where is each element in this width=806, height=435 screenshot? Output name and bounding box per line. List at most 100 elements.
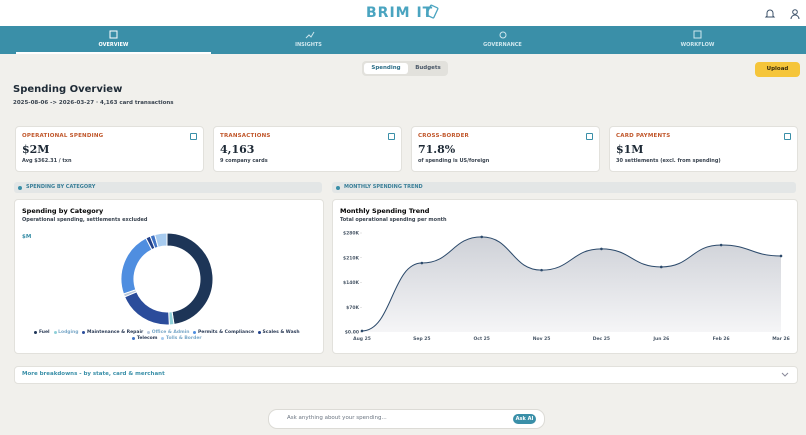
legend-swatch <box>132 337 136 340</box>
kpi-value: $1M <box>616 143 644 156</box>
kpi-value: 71.8% <box>418 143 456 156</box>
section-header: SPENDING BY CATEGORY <box>14 182 322 193</box>
kpi-icon <box>388 133 395 140</box>
more-breakdowns-label: More breakdowns - by state, card & merch… <box>22 371 165 377</box>
kpi-value: $2M <box>22 143 50 156</box>
donut-slice <box>166 232 214 326</box>
tab-icons <box>109 30 702 39</box>
unit-label: $M <box>22 234 31 240</box>
legend-label: Telecom <box>136 336 158 341</box>
page-title: Spending Overview <box>13 84 123 95</box>
chart-title: Monthly Spending Trend <box>340 207 430 215</box>
y-tick-label: $70K <box>346 305 359 311</box>
legend-item: Telecom <box>132 336 157 341</box>
legend-item: Permits & Compliance <box>193 330 254 335</box>
legend: Fuel Lodging Maintenance & Repair Office & … <box>30 330 304 341</box>
nav-tab[interactable]: OVERVIEW <box>98 42 129 48</box>
legend-item: Lodging <box>53 330 79 335</box>
point <box>719 243 723 247</box>
legend-item: Maintenance & Repair <box>82 330 143 335</box>
ask-bar[interactable]: Ask anything about your spending... Ask … <box>268 409 545 429</box>
y-tick-label: $0.00 <box>345 330 359 336</box>
upload-button[interactable]: Upload <box>755 62 800 77</box>
kpi-label: CARD PAYMENTS <box>616 133 671 139</box>
x-tick-label: Mar 26 <box>772 336 790 342</box>
ask-placeholder: Ask anything about your spending... <box>287 415 387 421</box>
kpi-sub: Avg $362.31 / txn <box>22 158 72 164</box>
x-tick-label: Sep 25 <box>413 336 430 342</box>
kpi-icon <box>784 133 791 140</box>
area <box>362 236 781 332</box>
nav-bar <box>0 26 806 54</box>
point <box>540 268 543 272</box>
legend-swatch <box>82 331 86 334</box>
legend-label: Permits & Compliance <box>197 330 255 335</box>
legend-item: Fuel <box>34 330 50 335</box>
kpi-card: CARD PAYMENTS $1M 30 settlements (excl. fr… <box>609 126 798 172</box>
legend-item: Scales & Wash <box>258 330 300 335</box>
kpi-icon <box>190 133 197 140</box>
x-tick-label: Aug 25 <box>353 336 371 342</box>
legend-label: Fuel <box>38 330 50 335</box>
point <box>480 235 484 239</box>
kpi-icon <box>586 133 593 140</box>
legend-item: Office & Admin <box>147 330 189 335</box>
toggle-option[interactable]: Budgets <box>415 65 441 71</box>
legend-label: Scales & Wash <box>262 330 300 335</box>
point <box>779 254 783 258</box>
nav-tab[interactable]: INSIGHTS <box>295 42 322 48</box>
kpi-value: 4,163 <box>220 143 255 156</box>
category-card <box>14 199 324 354</box>
kpi-card: TRANSACTIONS 4,163 9 company cards <box>213 126 402 172</box>
chart-subtitle: Operational spending, settlements exclud… <box>22 217 148 223</box>
legend-label: Maintenance & Repair <box>86 330 144 335</box>
more-breakdowns[interactable]: More breakdowns - by state, card & merch… <box>14 366 798 384</box>
active-tab-indicator <box>16 52 211 54</box>
legend-swatch <box>161 337 165 340</box>
y-tick-label: $140K <box>343 280 360 286</box>
kpi-card: OPERATIONAL SPENDING $2M Avg $362.31 / txn <box>15 126 204 172</box>
point <box>600 247 603 251</box>
x-tick-label: Oct 25 <box>473 336 489 342</box>
bell-icon[interactable] <box>764 8 776 20</box>
user-icon[interactable] <box>789 8 801 20</box>
kpi-sub: of spending is US/foreign <box>418 158 490 164</box>
donut-slice <box>123 291 170 326</box>
kpi-sub: 30 settlements (excl. from spending) <box>616 158 721 164</box>
logo: BRIM IT <box>366 5 434 21</box>
x-tick-label: Dec 25 <box>593 336 610 342</box>
chevron <box>781 372 789 377</box>
nav-tab[interactable]: WORKFLOW <box>680 42 715 48</box>
page-subtitle: 2025-08-06 -> 2026-03-27 · 4,163 card tr… <box>13 100 174 106</box>
top-bar: BRIM IT <box>0 0 806 26</box>
x-tick-label: Jun 26 <box>652 336 669 342</box>
section-header: MONTHLY SPENDING TREND <box>332 182 796 193</box>
donut-slice <box>120 237 153 295</box>
legend-label: Tolls & Border <box>165 336 202 341</box>
nav-tab[interactable]: GOVERNANCE <box>483 42 522 48</box>
legend-label: Lodging <box>58 330 79 335</box>
legend-swatch <box>193 331 197 334</box>
point <box>420 261 424 265</box>
legend-label: Office & Admin <box>151 330 190 335</box>
donut-slice <box>154 232 168 248</box>
ask-button[interactable]: Ask AI <box>513 414 536 424</box>
kpi-label: TRANSACTIONS <box>220 133 271 139</box>
chart-subtitle: Total operational spending per month <box>340 217 447 223</box>
kpi-card: CROSS-BORDER 71.8% of spending is US/forei… <box>411 126 600 172</box>
point <box>659 265 663 269</box>
legend-item: Tolls & Border <box>161 336 202 341</box>
legend-swatch <box>53 331 57 334</box>
x-tick-label: Feb 26 <box>713 336 730 342</box>
kpi-label: OPERATIONAL SPENDING <box>22 133 104 139</box>
legend-swatch <box>258 331 262 334</box>
kpi-label: CROSS-BORDER <box>418 133 469 139</box>
kpi-sub: 9 company cards <box>220 158 268 164</box>
toggle-option[interactable]: Spending <box>364 63 408 74</box>
y-tick-label: $280K <box>343 231 360 237</box>
y-tick-label: $210K <box>343 255 360 261</box>
x-tick-label: Nov 25 <box>533 336 551 342</box>
legend-swatch <box>147 331 151 334</box>
